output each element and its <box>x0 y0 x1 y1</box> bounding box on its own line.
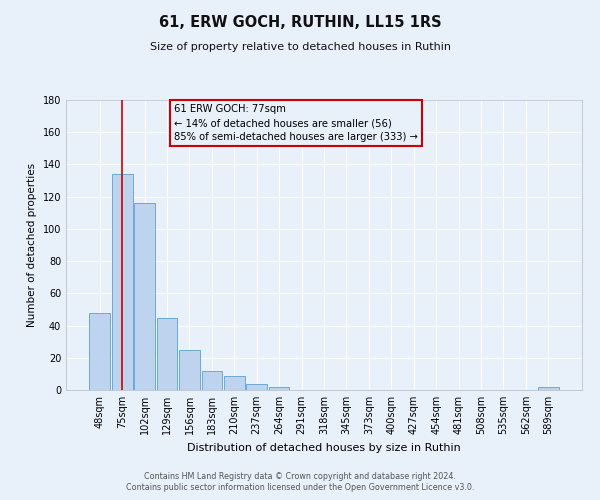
Bar <box>179 350 200 390</box>
Text: Contains HM Land Registry data © Crown copyright and database right 2024.: Contains HM Land Registry data © Crown c… <box>144 472 456 481</box>
Bar <box>202 370 222 390</box>
Bar <box>247 384 267 390</box>
Text: 61 ERW GOCH: 77sqm
← 14% of detached houses are smaller (56)
85% of semi-detache: 61 ERW GOCH: 77sqm ← 14% of detached hou… <box>175 104 418 142</box>
Bar <box>112 174 133 390</box>
Bar <box>538 387 559 390</box>
Text: Size of property relative to detached houses in Ruthin: Size of property relative to detached ho… <box>149 42 451 52</box>
Bar <box>224 376 245 390</box>
Bar <box>269 387 289 390</box>
X-axis label: Distribution of detached houses by size in Ruthin: Distribution of detached houses by size … <box>187 442 461 452</box>
Bar <box>134 203 155 390</box>
Text: 61, ERW GOCH, RUTHIN, LL15 1RS: 61, ERW GOCH, RUTHIN, LL15 1RS <box>158 15 442 30</box>
Text: Contains public sector information licensed under the Open Government Licence v3: Contains public sector information licen… <box>126 484 474 492</box>
Bar <box>89 312 110 390</box>
Y-axis label: Number of detached properties: Number of detached properties <box>27 163 37 327</box>
Bar <box>157 318 178 390</box>
